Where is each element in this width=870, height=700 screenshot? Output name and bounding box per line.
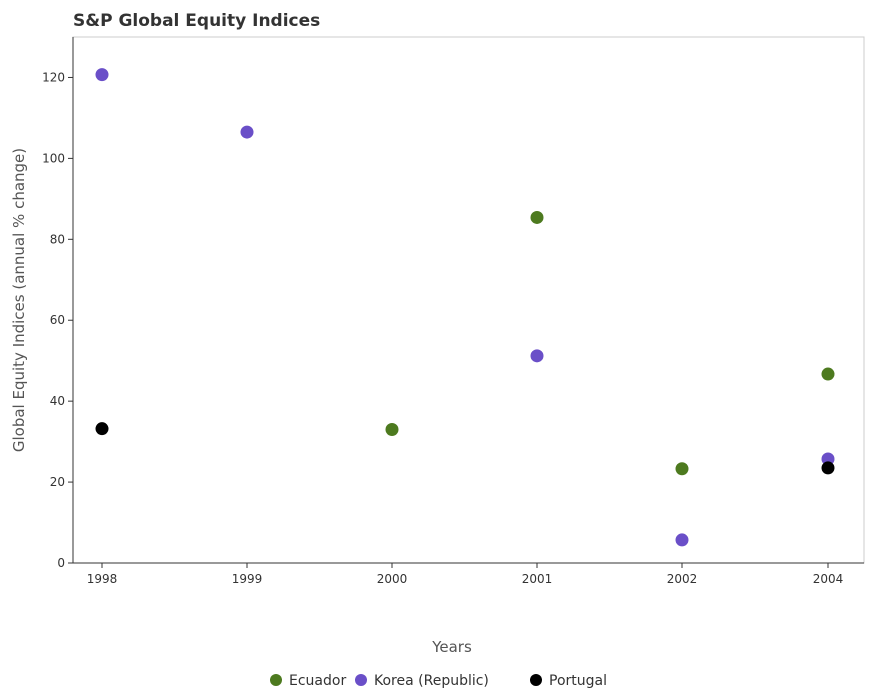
x-axis-ticks: 1998 1999 2000 2001 2002 2004 [87,563,844,586]
legend-marker [270,674,282,686]
data-point-korea-republic [675,533,689,547]
data-point-ecuador [821,367,835,381]
data-point-portugal [95,422,109,436]
x-tick-label: 2001 [522,572,553,586]
x-tick-label: 1998 [87,572,118,586]
data-point-korea-republic [240,125,254,139]
x-axis-label: Years [431,638,472,656]
legend-marker [355,674,367,686]
y-tick-label: 60 [50,313,65,327]
legend-marker [530,674,542,686]
x-tick-label: 2004 [813,572,844,586]
data-point-ecuador [530,210,544,224]
plot-frame [72,36,865,564]
x-tick-label: 2002 [667,572,698,586]
legend: Ecuador Korea (Republic) Portugal [270,673,607,689]
x-tick-label: 1999 [232,572,263,586]
legend-label: Portugal [549,673,607,689]
data-point-portugal [821,461,835,475]
x-tick-label: 2000 [377,572,408,586]
data-point-korea-republic [530,349,544,363]
y-tick-label: 100 [42,151,65,165]
legend-label: Ecuador [289,673,346,689]
y-tick-label: 80 [50,232,65,246]
data-points [95,68,835,547]
y-tick-label: 20 [50,475,65,489]
data-point-ecuador [675,462,689,476]
data-point-ecuador [385,422,399,436]
y-tick-label: 0 [57,556,65,570]
y-tick-label: 40 [50,394,65,408]
y-axis-label: Global Equity Indices (annual % change) [10,148,28,452]
y-tick-label: 120 [42,70,65,84]
chart-title: S&P Global Equity Indices [73,11,320,31]
y-axis-ticks: 0 20 40 60 80 100 120 [42,70,73,570]
data-point-korea-republic [821,452,835,466]
legend-label: Korea (Republic) [374,673,489,689]
data-point-korea-republic [95,68,109,82]
